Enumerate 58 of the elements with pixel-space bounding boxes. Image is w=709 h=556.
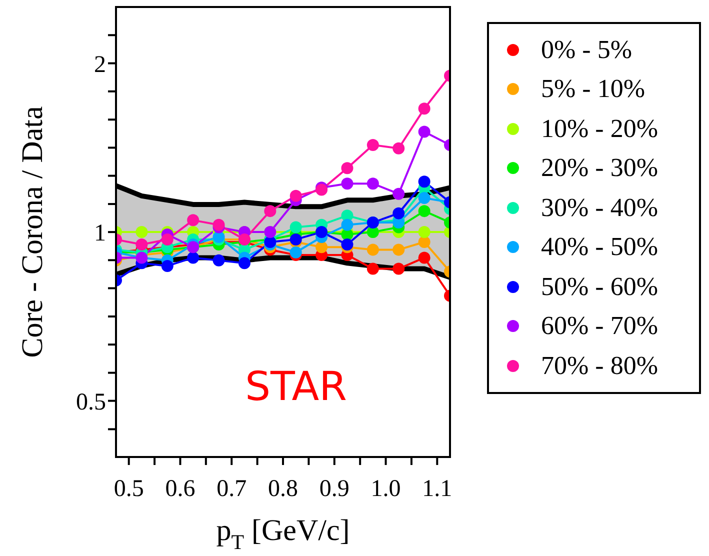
point <box>366 178 379 190</box>
point <box>392 244 405 256</box>
y-tick-label: 2 <box>94 52 106 78</box>
point <box>392 188 405 200</box>
point <box>264 205 276 218</box>
point <box>366 138 379 151</box>
legend-label: 10% - 20% <box>541 114 658 144</box>
legend-label: 50% - 60% <box>541 272 658 302</box>
y-tick-label: 0.5 <box>76 389 106 416</box>
point <box>418 236 430 248</box>
x-tick-label: 0.7 <box>216 476 247 502</box>
point <box>290 190 302 202</box>
point <box>187 252 200 264</box>
y-axis-title: Core - Corona / Data <box>16 106 49 358</box>
point <box>392 207 405 220</box>
point <box>136 238 148 251</box>
point <box>418 102 430 115</box>
point <box>418 176 430 188</box>
point <box>264 236 276 248</box>
legend-label: 0% - 5% <box>541 34 632 65</box>
x-tick-label: 0.5 <box>114 476 144 502</box>
x-tick-label: 1.0 <box>370 476 401 502</box>
point <box>366 262 379 275</box>
annotation: STAR <box>245 364 347 410</box>
legend-label: 40% - 50% <box>541 232 658 262</box>
point <box>212 254 225 266</box>
y-tick-label: 1 <box>94 220 106 247</box>
legend-label: 20% - 30% <box>541 153 658 184</box>
point <box>341 218 354 231</box>
point <box>136 226 148 238</box>
x-tick-label: 0.8 <box>268 476 298 502</box>
point <box>290 233 302 246</box>
point <box>418 252 430 264</box>
point <box>418 205 430 218</box>
point <box>238 257 250 270</box>
legend-label: 60% - 70% <box>541 311 658 342</box>
point <box>392 142 405 154</box>
point <box>418 126 430 138</box>
point <box>392 262 405 275</box>
x-tick-label: 0.9 <box>319 476 350 502</box>
x-axis-title: p$_{T}$ [GeV/c] <box>216 514 350 554</box>
x-tick-label: 1.1 <box>422 476 452 502</box>
legend-label: 30% - 40% <box>541 192 658 223</box>
point <box>187 214 200 226</box>
legend-label: 5% - 10% <box>541 74 645 104</box>
point <box>290 246 302 258</box>
point <box>341 178 354 190</box>
point <box>366 244 379 256</box>
point <box>418 226 430 238</box>
point <box>341 238 354 251</box>
point <box>161 260 174 272</box>
point <box>316 241 328 254</box>
point <box>290 221 302 234</box>
x-tick-label: 0.6 <box>165 476 196 502</box>
legend-label: 70% - 80% <box>541 350 658 381</box>
point <box>161 233 174 246</box>
point <box>341 162 354 174</box>
point <box>418 192 430 204</box>
